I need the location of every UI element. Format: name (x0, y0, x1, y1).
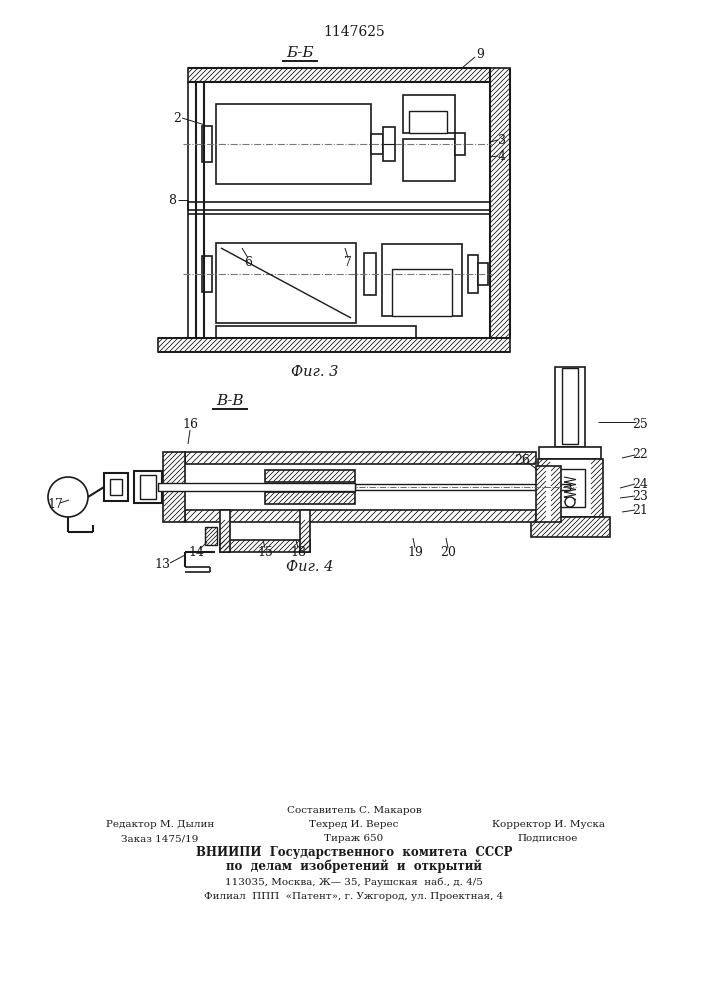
Bar (216, 243, 356, 323)
Circle shape (48, 477, 88, 517)
Text: 23: 23 (632, 489, 648, 502)
Text: Б-Б: Б-Б (286, 46, 314, 60)
Text: Заказ 1475/19: Заказ 1475/19 (122, 834, 199, 843)
Text: 22: 22 (632, 448, 648, 462)
Bar (536, 466, 561, 522)
Text: Филиал  ППП  «Патент», г. Ужгород, ул. Проектная, 4: Филиал ППП «Патент», г. Ужгород, ул. Про… (204, 892, 503, 901)
Bar (265, 492, 355, 504)
Bar (392, 269, 452, 316)
Bar (562, 368, 578, 444)
Text: 14: 14 (188, 546, 204, 558)
Bar (188, 68, 490, 82)
Text: Техред И. Верес: Техред И. Верес (310, 820, 399, 829)
Text: 15: 15 (257, 546, 273, 558)
Text: Фиг. 3: Фиг. 3 (291, 365, 339, 379)
Text: 20: 20 (440, 546, 456, 558)
Text: ВНИИПИ  Государственного  комитета  СССР: ВНИИПИ Государственного комитета СССР (196, 846, 512, 859)
Bar (163, 452, 185, 522)
Text: Составитель С. Макаров: Составитель С. Макаров (286, 806, 421, 815)
Bar (300, 510, 310, 552)
Bar (531, 517, 610, 537)
Text: 18: 18 (290, 546, 306, 558)
Bar (478, 263, 488, 285)
Bar (158, 483, 355, 491)
Text: 4: 4 (498, 149, 506, 162)
Bar (539, 447, 601, 459)
Bar (220, 540, 310, 552)
Bar (382, 244, 462, 316)
Text: В-В: В-В (216, 394, 244, 408)
Text: 7: 7 (344, 255, 352, 268)
Text: 16: 16 (182, 418, 198, 432)
Bar (455, 133, 465, 155)
Text: 13: 13 (154, 558, 170, 572)
Text: 17: 17 (47, 498, 63, 512)
Text: 9: 9 (476, 47, 484, 60)
Bar (555, 469, 585, 507)
Bar (555, 367, 585, 447)
Bar (265, 470, 355, 482)
Text: 2: 2 (173, 111, 181, 124)
Text: 3: 3 (498, 133, 506, 146)
Bar (220, 510, 230, 552)
Bar (185, 452, 536, 464)
Bar (538, 459, 603, 517)
Bar (403, 139, 455, 181)
Bar (110, 479, 122, 495)
Bar (188, 202, 490, 210)
Bar (409, 111, 447, 133)
Bar (468, 255, 478, 293)
Bar (158, 338, 510, 352)
Text: Тираж 650: Тираж 650 (325, 834, 384, 843)
Bar (104, 473, 128, 501)
Text: 25: 25 (632, 418, 648, 432)
Text: 24: 24 (632, 478, 648, 490)
Text: Редактор М. Дылин: Редактор М. Дылин (106, 820, 214, 829)
Text: 8: 8 (168, 194, 176, 207)
Bar (490, 68, 510, 338)
Text: 113035, Москва, Ж— 35, Раушская  наб., д. 4/5: 113035, Москва, Ж— 35, Раушская наб., д.… (225, 878, 483, 887)
Bar (202, 126, 212, 162)
Text: 1147625: 1147625 (323, 25, 385, 39)
Text: 19: 19 (407, 546, 423, 558)
Bar (403, 95, 455, 133)
Text: 21: 21 (632, 504, 648, 516)
Bar (205, 527, 217, 545)
Circle shape (565, 497, 575, 507)
Bar (371, 134, 383, 154)
Bar (383, 127, 395, 161)
Text: Корректор И. Муска: Корректор И. Муска (491, 820, 604, 829)
Bar (134, 471, 162, 503)
Bar (140, 475, 156, 499)
Text: 6: 6 (244, 255, 252, 268)
Text: Фиг. 4: Фиг. 4 (286, 560, 334, 574)
Text: Подписное: Подписное (518, 834, 578, 843)
Bar (364, 253, 376, 295)
Text: по  делам  изобретений  и  открытий: по делам изобретений и открытий (226, 859, 482, 873)
Bar (185, 510, 536, 522)
Text: 26: 26 (514, 454, 530, 466)
Bar (216, 326, 416, 338)
Bar (355, 484, 570, 490)
Bar (216, 104, 371, 184)
Bar (202, 256, 212, 292)
